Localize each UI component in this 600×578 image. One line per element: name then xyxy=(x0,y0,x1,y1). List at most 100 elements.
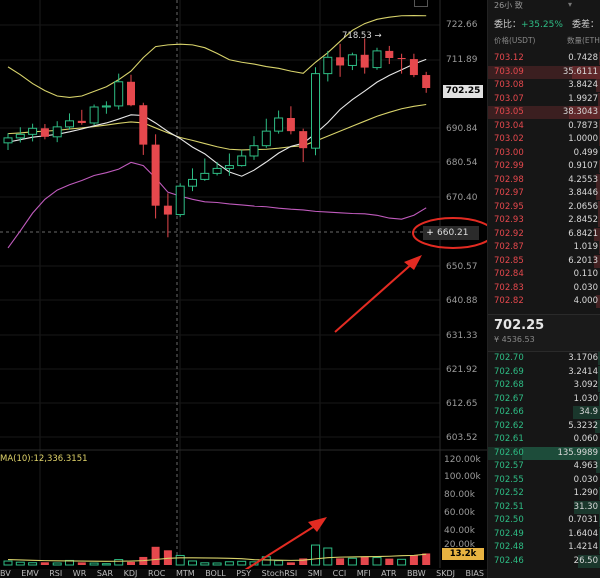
indicator-tab[interactable]: SMI xyxy=(307,569,323,578)
bid-row[interactable]: 702.55 0.030 xyxy=(488,473,600,487)
volume-bar xyxy=(397,558,407,566)
volume-bar xyxy=(163,550,172,565)
bid-row[interactable]: 702.67 1.030 xyxy=(488,392,600,406)
bid-depth-bar xyxy=(521,446,600,460)
ma-short-line xyxy=(7,58,427,177)
annotation-arrowhead xyxy=(404,255,422,270)
bid-row[interactable]: 702.57 4.963 xyxy=(488,460,600,473)
indicator-tab[interactable]: BOLL xyxy=(205,569,226,578)
indicator-tab[interactable]: BBW xyxy=(407,569,426,578)
ask-row[interactable]: 703.09 35.6111 xyxy=(488,65,600,79)
bid-row[interactable]: 702.70 3.1706 xyxy=(488,352,600,365)
candle-body xyxy=(249,145,259,157)
indicator-tab[interactable]: MTM xyxy=(175,569,195,578)
ask-quantity: 38.3043 xyxy=(562,107,598,117)
bid-row[interactable]: 702.52 1.290 xyxy=(488,487,600,500)
last-price-cny: ¥ 4536.53 xyxy=(494,335,535,344)
volume-bar xyxy=(175,554,185,566)
quantity-column-header: 数量(ETH xyxy=(567,36,600,45)
ask-depth-bar xyxy=(598,119,600,133)
depth-interval-select[interactable]: 26小 致 xyxy=(494,1,523,10)
indicator-tab[interactable]: MFI xyxy=(356,569,371,578)
ask-row[interactable]: 702.85 6.2013 xyxy=(488,254,600,268)
crosshair-price-tag[interactable]: +660.21 xyxy=(423,226,479,240)
bid-quantity: 3.1706 xyxy=(568,353,598,363)
bid-row[interactable]: 702.46 26.50 xyxy=(488,554,600,568)
ask-quantity: 0.7428 xyxy=(568,53,598,63)
indicator-tab[interactable]: ATR xyxy=(381,569,397,578)
annotation-circle xyxy=(412,217,487,249)
ask-price: 702.85 xyxy=(494,255,524,266)
candle-body xyxy=(385,50,394,59)
bid-quantity: 0.7031 xyxy=(568,515,598,525)
kline-chart-canvas[interactable] xyxy=(0,0,487,578)
indicator-tab[interactable]: CCI xyxy=(332,569,347,578)
ask-row[interactable]: 703.02 1.0000 xyxy=(488,133,600,146)
ask-row[interactable]: 702.93 2.8452 xyxy=(488,214,600,227)
indicator-tab[interactable]: RSI xyxy=(49,569,63,578)
ask-price: 702.92 xyxy=(494,228,524,239)
bid-depth-bar xyxy=(595,419,600,433)
volume-bar xyxy=(385,558,394,565)
bid-row[interactable]: 702.68 3.092 xyxy=(488,379,600,392)
indicator-tab[interactable]: BIAS xyxy=(465,569,484,578)
ask-quantity: 2.0656 xyxy=(568,201,598,212)
bid-quantity: 1.6404 xyxy=(568,528,598,539)
price-axis-label: 680.54 xyxy=(446,158,478,168)
bid-row[interactable]: 702.62 5.3232 xyxy=(488,419,600,433)
bid-depth-bar xyxy=(598,527,600,541)
indicator-tab[interactable]: BV xyxy=(0,569,11,578)
crosshair-plus-icon[interactable]: + xyxy=(426,228,434,238)
indicator-tab[interactable]: SAR xyxy=(96,569,114,578)
ask-row[interactable]: 702.95 2.0656 xyxy=(488,200,600,214)
kline-chart-panel[interactable]: 722.66 711.89 690.84 680.54 670.40 650.5… xyxy=(0,0,487,578)
indicator-tab[interactable]: PSY xyxy=(236,569,252,578)
ask-row[interactable]: 702.87 1.019 xyxy=(488,241,600,254)
volume-bar xyxy=(237,560,247,566)
volume-bar xyxy=(360,556,369,565)
volume-bar xyxy=(77,562,86,565)
volume-axis-label: 80.00k xyxy=(444,490,475,500)
chevron-down-icon[interactable]: ▾ xyxy=(568,0,573,9)
ask-row[interactable]: 702.84 0.110 xyxy=(488,268,600,281)
ask-row[interactable]: 703.07 1.9927 xyxy=(488,92,600,106)
candle-body xyxy=(323,56,333,75)
volume-ma-line xyxy=(7,553,427,562)
bid-row[interactable]: 702.49 1.6404 xyxy=(488,527,600,541)
ask-depth-bar xyxy=(594,254,600,268)
current-volume-tag: 13.2k xyxy=(442,548,484,560)
ask-row[interactable]: 703.05 38.3043 xyxy=(488,106,600,119)
ask-row[interactable]: 702.82 4.000 xyxy=(488,295,600,308)
ask-row[interactable]: 703.12 0.7428 xyxy=(488,52,600,65)
ask-row[interactable]: 703.08 3.8424 xyxy=(488,79,600,92)
ask-row[interactable]: 703.04 0.7873 xyxy=(488,119,600,133)
ask-row[interactable]: 702.83 0.030 xyxy=(488,281,600,295)
ask-row[interactable]: 702.99 0.9107 xyxy=(488,160,600,173)
bid-row[interactable]: 702.50 0.7031 xyxy=(488,514,600,527)
chart-menu-icon[interactable] xyxy=(414,0,428,7)
price-column-header: 价格(USDT) xyxy=(494,36,536,45)
candle-body xyxy=(360,54,369,68)
ask-row[interactable]: 702.92 6.8421 xyxy=(488,227,600,241)
bid-row[interactable]: 702.69 3.2414 xyxy=(488,365,600,379)
indicator-tab[interactable]: KDJ xyxy=(123,569,138,578)
bid-row[interactable]: 702.66 34.9 xyxy=(488,406,600,419)
indicator-tab[interactable]: SKDJ xyxy=(436,569,455,578)
ask-price: 703.07 xyxy=(494,93,524,104)
ask-quantity: 3.8446 xyxy=(568,188,598,198)
bid-row[interactable]: 702.51 31.30 xyxy=(488,500,600,514)
ask-row[interactable]: 703.00 0.499 xyxy=(488,146,600,160)
indicator-tab[interactable]: ROC xyxy=(147,569,166,578)
bid-row[interactable]: 702.61 0.060 xyxy=(488,433,600,446)
ask-row[interactable]: 702.98 4.2553 xyxy=(488,173,600,187)
indicator-tab[interactable]: StochRSI xyxy=(261,569,298,578)
volume-bar xyxy=(101,563,111,566)
ask-quantity: 0.030 xyxy=(573,282,598,293)
candle-body xyxy=(3,137,13,144)
indicator-tab[interactable]: WR xyxy=(72,569,87,578)
bid-row[interactable]: 702.48 1.4214 xyxy=(488,541,600,554)
annotation-arrow xyxy=(244,523,319,571)
ask-row[interactable]: 702.97 3.8446 xyxy=(488,187,600,200)
indicator-tab[interactable]: EMV xyxy=(21,569,39,578)
bid-row[interactable]: 702.60 135.9989 xyxy=(488,446,600,460)
